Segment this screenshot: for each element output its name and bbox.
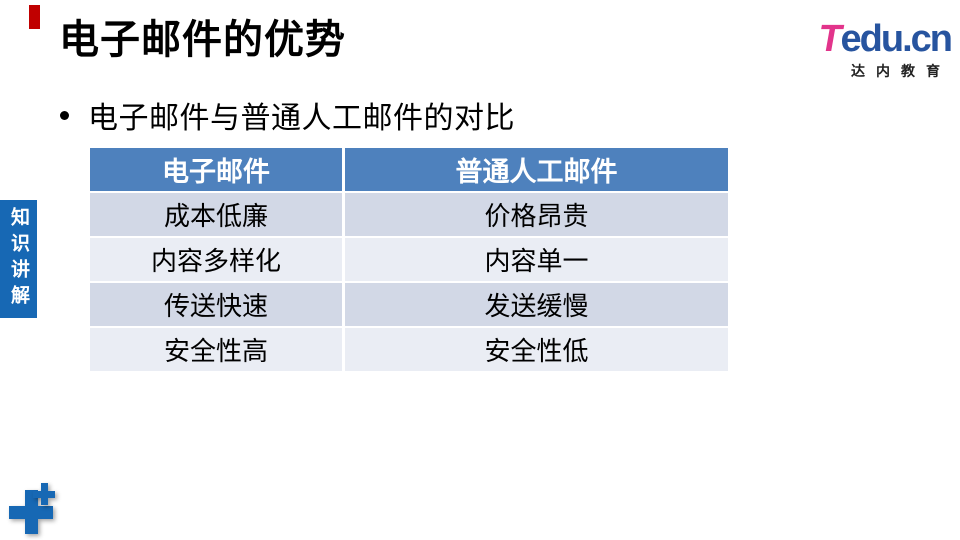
plus-decoration-large (9, 490, 53, 534)
bullet-text: 电子邮件与普通人工邮件的对比 (88, 102, 515, 135)
table-header-cell: 电子邮件 (90, 148, 342, 191)
table-cell: 安全性低 (345, 328, 728, 371)
table-cell: 传送快速 (90, 283, 342, 326)
table-cell: 价格昂贵 (345, 193, 728, 236)
logo-subtitle: 达内教育 (851, 63, 951, 79)
table-header-cell: 普通人工邮件 (345, 148, 728, 191)
tedu-logo: Tedu.cn 达内教育 (801, 18, 953, 81)
slide-title: 电子邮件的优势 (59, 18, 346, 62)
tab-knowledge-section: 知识讲解 (0, 200, 37, 318)
plus-vertical-bar (24, 490, 38, 534)
bullet-dot-icon (60, 110, 69, 120)
plus-decoration-small (33, 483, 55, 505)
table-cell: 安全性高 (90, 328, 342, 371)
table-cell: 发送缓慢 (345, 283, 728, 326)
table-cell: 内容多样化 (90, 238, 342, 281)
red-accent-bar (29, 5, 40, 29)
table-cell: 成本低廉 (90, 193, 342, 236)
bullet-item: 电子邮件与普通人工邮件的对比 (60, 93, 515, 137)
logo-domain-text: edu.cn (840, 18, 953, 60)
logo-wordmark: Tedu.cn (801, 18, 953, 60)
comparison-table: 电子邮件 普通人工邮件 成本低廉 价格昂贵 内容多样化 内容单一 传送快速 发送… (90, 148, 728, 371)
table-cell: 内容单一 (345, 238, 728, 281)
plus-vertical-bar (40, 483, 48, 505)
